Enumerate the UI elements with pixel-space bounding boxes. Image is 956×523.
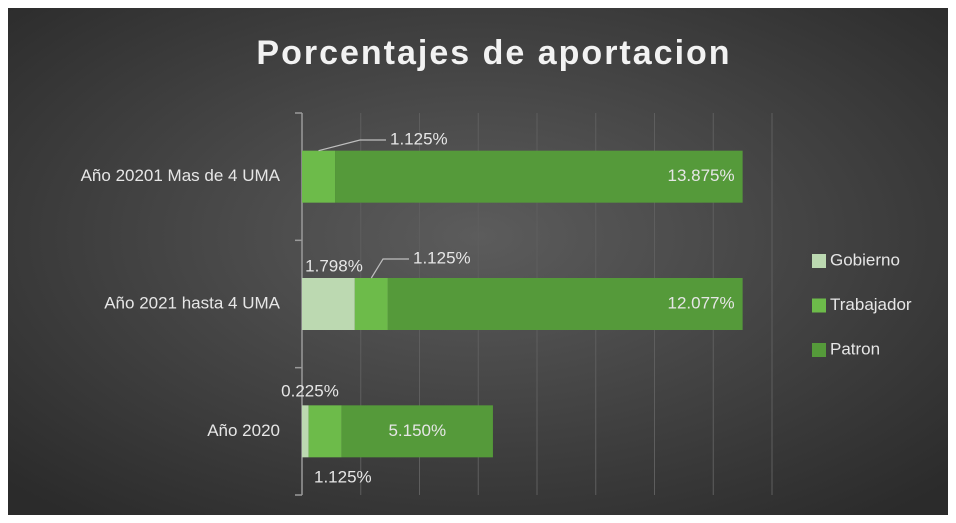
bar-segment [308,405,342,458]
chart-title: Porcentajes de aportacion [256,34,731,72]
data-label: 1.798% [305,256,363,275]
y-tick-label: Año 20201 Mas de 4 UMA [81,166,281,185]
data-label: 5.150% [388,421,446,440]
legend-swatch [812,254,826,268]
bar-segment [302,278,355,330]
data-label: 1.125% [314,467,372,486]
bar-segment [335,150,743,203]
bar-segment [354,278,388,330]
data-label: 13.875% [668,166,735,185]
leader-line [318,139,386,152]
legend-swatch [812,343,826,357]
legend-label: Patron [830,339,880,358]
bar-segment [302,150,336,203]
bar-segment [387,278,743,330]
leader-line [370,258,409,279]
bar-segment [341,405,493,458]
y-tick-label: Año 2020 [207,421,280,440]
data-label: 1.125% [413,248,471,267]
y-tick-label: Año 2021 hasta 4 UMA [104,293,280,312]
legend-swatch [812,298,826,313]
data-label: 1.125% [390,129,448,148]
data-label: 12.077% [668,293,735,312]
data-label: 0.225% [281,381,339,400]
legend-label: Gobierno [830,250,900,269]
bar-segment [302,405,309,458]
legend-label: Trabajador [830,295,912,314]
